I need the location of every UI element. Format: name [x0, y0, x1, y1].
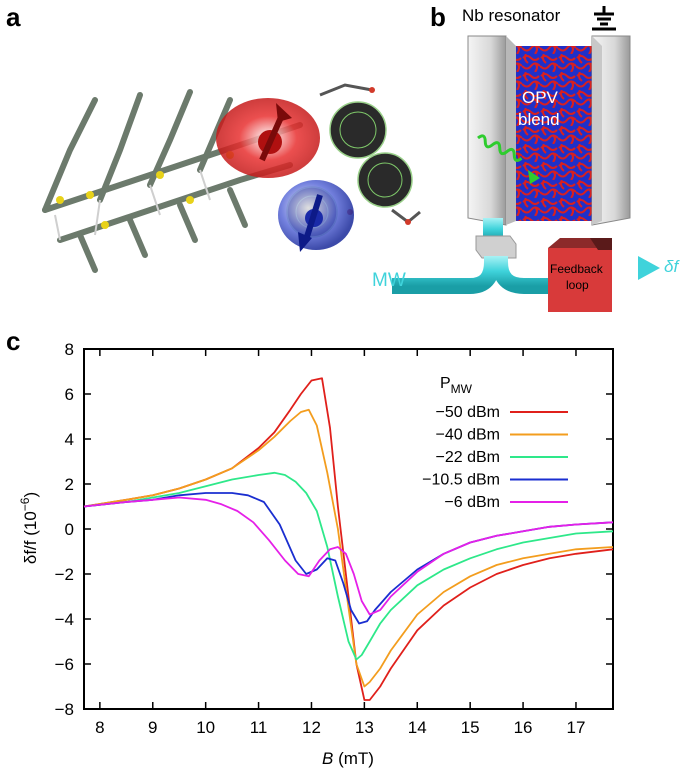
legend-title: PMW: [440, 375, 473, 396]
legend: PMW −50 dBm −40 dBm −22 dBm −10.5 dBm −6 dBm: [422, 375, 568, 511]
x-tick-label: 8: [95, 718, 104, 737]
y-tick-label: 4: [65, 430, 74, 449]
legend-entry-label: −10.5 dBm: [422, 472, 500, 489]
x-tick-label: 13: [355, 718, 374, 737]
mw-label: MW: [372, 270, 406, 291]
x-tick-label: 16: [514, 718, 533, 737]
legend-entry-label: −6 dBm: [444, 494, 500, 511]
x-tick-label: 12: [302, 718, 321, 737]
axis-tick-labels: 8 9 10 11 12 13 14 15 16 17 −8 −6 −4 −2 0 2 4 6 8: [55, 340, 586, 737]
y-axis-label: δf/f (10−6): [18, 492, 40, 564]
axis-ticks: [84, 348, 613, 710]
resonator-schematic: [392, 6, 660, 312]
y-tick-label: −8: [55, 700, 74, 719]
output-arrow-icon: [638, 256, 660, 280]
x-tick-label: 17: [567, 718, 586, 737]
panel-letter-a: a: [6, 2, 21, 32]
series-line-4: [83, 496, 614, 616]
y-tick-label: 6: [65, 385, 74, 404]
output-label: δf: [664, 257, 679, 276]
photon-wave-icon: [477, 134, 523, 162]
y-tick-label: −2: [55, 565, 74, 584]
blend-label-line2: blend: [518, 110, 560, 129]
x-tick-label: 15: [461, 718, 480, 737]
blend-label-line1: OPV: [522, 88, 558, 107]
y-tick-label: −6: [55, 655, 74, 674]
y-tick-label: 2: [65, 475, 74, 494]
x-tick-label: 10: [196, 718, 215, 737]
series-line-1: [83, 408, 614, 688]
legend-entry-label: −22 dBm: [436, 449, 500, 466]
chart-panel-c: 8 9 10 11 12 13 14 15 16 17 −8 −6 −4 −2 0 2 4 6 8 PMW −50 d…: [18, 340, 614, 768]
series-line-0: [83, 377, 614, 701]
y-tick-label: 0: [65, 520, 74, 539]
data-series-lines: [83, 377, 614, 701]
x-tick-label: 14: [408, 718, 427, 737]
x-tick-label: 11: [250, 718, 268, 737]
opv-blend-region: [506, 46, 592, 221]
x-axis-label: B (mT): [322, 749, 374, 768]
molecule-illustration: [42, 83, 421, 273]
legend-entry-label: −40 dBm: [436, 427, 500, 444]
y-tick-label: −4: [55, 610, 74, 629]
legend-entry-label: −50 dBm: [436, 404, 500, 421]
feedback-label-line2: loop: [566, 278, 589, 292]
panel-letter-b: b: [430, 2, 446, 32]
x-tick-label: 9: [148, 718, 157, 737]
ground-icon: [592, 6, 616, 31]
resonator-label: Nb resonator: [462, 6, 561, 25]
panel-letter-c: c: [6, 326, 21, 356]
y-tick-label: 8: [65, 340, 74, 359]
feedback-label-line1: Feedback: [550, 262, 603, 276]
series-line-2: [83, 471, 614, 661]
